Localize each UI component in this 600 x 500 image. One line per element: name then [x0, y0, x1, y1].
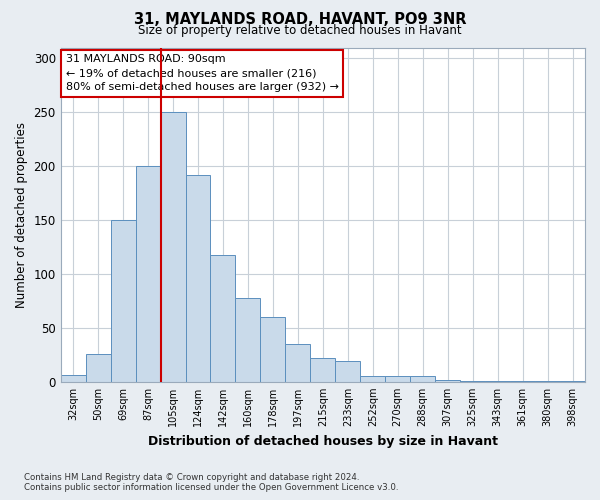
Bar — [535, 380, 560, 382]
Bar — [410, 376, 435, 382]
Bar — [161, 112, 185, 382]
Bar — [86, 354, 110, 382]
Text: Size of property relative to detached houses in Havant: Size of property relative to detached ho… — [138, 24, 462, 37]
Bar — [435, 380, 460, 382]
Bar — [110, 220, 136, 382]
Text: 31, MAYLANDS ROAD, HAVANT, PO9 3NR: 31, MAYLANDS ROAD, HAVANT, PO9 3NR — [134, 12, 466, 28]
Y-axis label: Number of detached properties: Number of detached properties — [15, 122, 28, 308]
Bar — [485, 380, 510, 382]
Bar — [460, 380, 485, 382]
Bar — [136, 166, 161, 382]
Bar — [235, 298, 260, 382]
Bar — [310, 358, 335, 382]
Bar — [286, 344, 310, 382]
Bar — [560, 380, 585, 382]
Text: 31 MAYLANDS ROAD: 90sqm
← 19% of detached houses are smaller (216)
80% of semi-d: 31 MAYLANDS ROAD: 90sqm ← 19% of detache… — [66, 54, 339, 92]
Bar — [335, 362, 360, 382]
Bar — [61, 376, 86, 382]
X-axis label: Distribution of detached houses by size in Havant: Distribution of detached houses by size … — [148, 434, 498, 448]
Bar — [385, 376, 410, 382]
Bar — [185, 175, 211, 382]
Bar — [360, 376, 385, 382]
Text: Contains HM Land Registry data © Crown copyright and database right 2024.
Contai: Contains HM Land Registry data © Crown c… — [24, 473, 398, 492]
Bar — [211, 254, 235, 382]
Bar — [260, 317, 286, 382]
Bar — [510, 380, 535, 382]
